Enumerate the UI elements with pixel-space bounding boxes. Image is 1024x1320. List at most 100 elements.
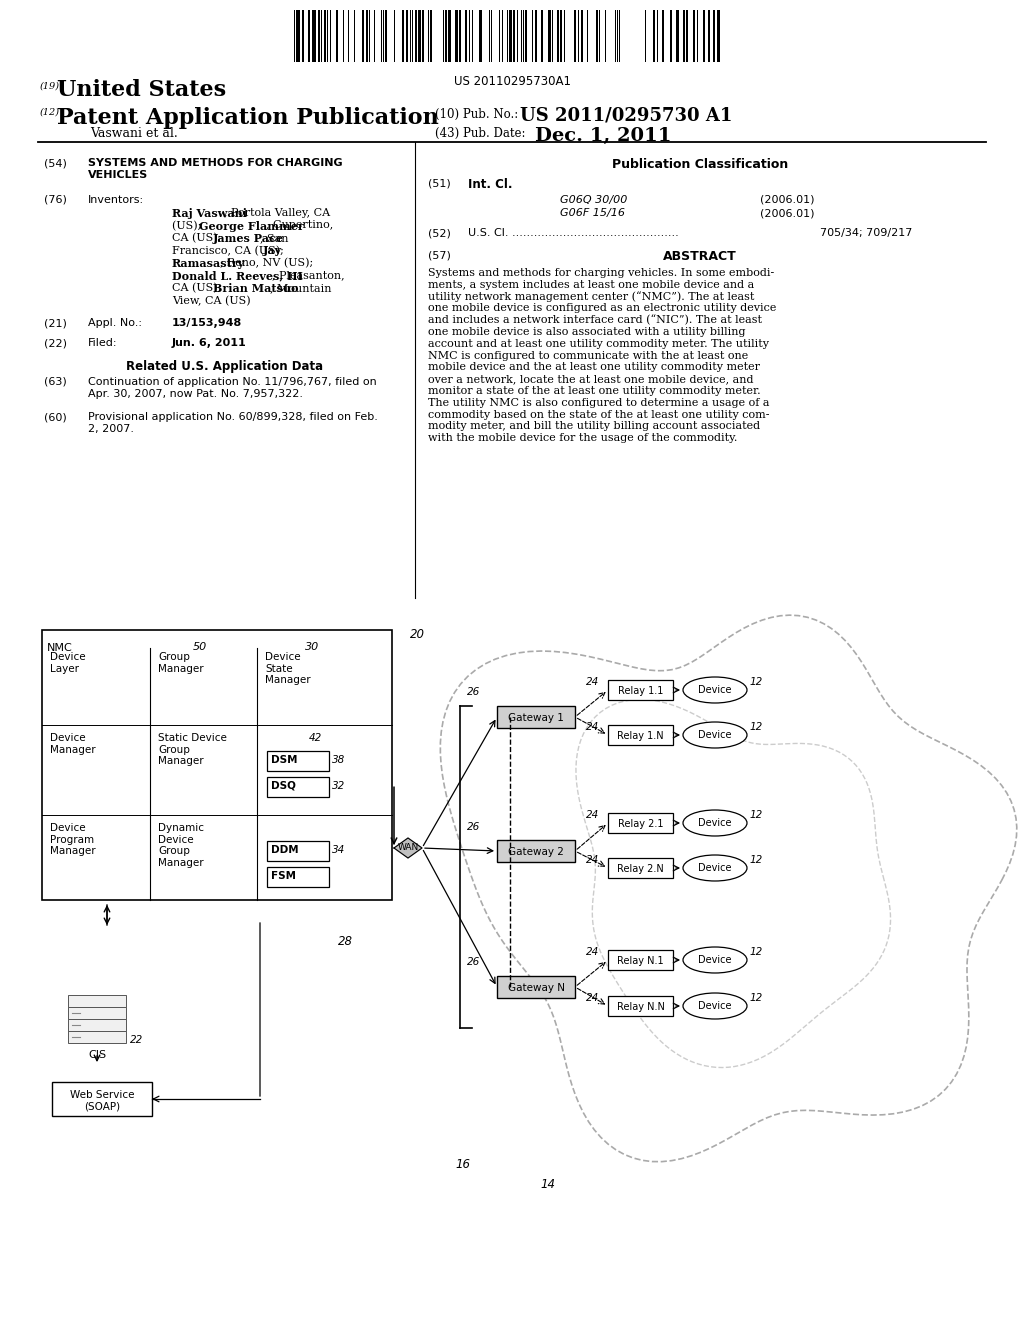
Text: 30: 30 bbox=[305, 642, 319, 652]
Ellipse shape bbox=[683, 677, 746, 704]
Text: CA (US);: CA (US); bbox=[172, 282, 225, 293]
Text: 42: 42 bbox=[309, 733, 323, 743]
Text: Relay 2.1: Relay 2.1 bbox=[617, 818, 664, 829]
Bar bbox=[402, 11, 404, 62]
Bar bbox=[608, 858, 673, 878]
Text: Brian Matsuo: Brian Matsuo bbox=[213, 282, 298, 294]
Text: DSQ: DSQ bbox=[271, 781, 296, 791]
Text: FSM: FSM bbox=[271, 871, 296, 880]
Bar bbox=[418, 11, 421, 62]
Bar bbox=[596, 11, 598, 62]
Ellipse shape bbox=[683, 993, 746, 1019]
Text: Device
State
Manager: Device State Manager bbox=[265, 652, 310, 685]
Bar bbox=[42, 630, 392, 900]
Text: Dec. 1, 2011: Dec. 1, 2011 bbox=[535, 127, 672, 145]
Text: Inventors:: Inventors: bbox=[88, 195, 144, 205]
Text: Gateway N: Gateway N bbox=[508, 983, 564, 993]
Text: The utility NMC is also configured to determine a usage of a: The utility NMC is also configured to de… bbox=[428, 397, 769, 408]
Text: Relay 1.N: Relay 1.N bbox=[617, 731, 664, 741]
Text: Raj Vaswani: Raj Vaswani bbox=[172, 209, 247, 219]
Text: (22): (22) bbox=[44, 338, 67, 348]
Text: Gateway 2: Gateway 2 bbox=[508, 847, 564, 857]
Bar bbox=[608, 997, 673, 1016]
Text: 26: 26 bbox=[467, 822, 480, 832]
Ellipse shape bbox=[683, 722, 746, 748]
Bar bbox=[693, 11, 695, 62]
Text: 24: 24 bbox=[586, 946, 599, 957]
Text: 16: 16 bbox=[455, 1158, 470, 1171]
Bar bbox=[296, 11, 300, 62]
Text: ments, a system includes at least one mobile device and a: ments, a system includes at least one mo… bbox=[428, 280, 755, 290]
Bar bbox=[703, 11, 705, 62]
Text: 705/34; 709/217: 705/34; 709/217 bbox=[820, 228, 912, 238]
Bar bbox=[713, 11, 715, 62]
Bar bbox=[525, 11, 527, 62]
Text: over a network, locate the at least one mobile device, and: over a network, locate the at least one … bbox=[428, 374, 754, 384]
Circle shape bbox=[116, 1011, 120, 1015]
Text: 24: 24 bbox=[586, 677, 599, 686]
Text: NMC: NMC bbox=[47, 643, 73, 653]
Text: (US);: (US); bbox=[172, 220, 205, 231]
Text: Vaswani et al.: Vaswani et al. bbox=[90, 127, 178, 140]
Text: modity meter, and bill the utility billing account associated: modity meter, and bill the utility billi… bbox=[428, 421, 760, 432]
Bar bbox=[312, 11, 316, 62]
Text: 12: 12 bbox=[750, 722, 763, 733]
Bar bbox=[608, 950, 673, 970]
Bar bbox=[717, 11, 720, 62]
Bar bbox=[541, 11, 543, 62]
Text: 24: 24 bbox=[586, 722, 599, 733]
Text: (57): (57) bbox=[428, 249, 451, 260]
Text: one mobile device is configured as an electronic utility device: one mobile device is configured as an el… bbox=[428, 304, 776, 313]
Bar bbox=[385, 11, 387, 62]
Text: Donald L. Reeves, III: Donald L. Reeves, III bbox=[172, 271, 303, 281]
Text: 12: 12 bbox=[750, 946, 763, 957]
Text: , Portola Valley, CA: , Portola Valley, CA bbox=[224, 209, 331, 218]
Bar bbox=[445, 11, 447, 62]
Ellipse shape bbox=[683, 855, 746, 880]
Bar bbox=[608, 680, 673, 700]
Text: 2, 2007.: 2, 2007. bbox=[88, 424, 134, 434]
Bar bbox=[683, 11, 685, 62]
Text: Relay 2.N: Relay 2.N bbox=[617, 865, 664, 874]
Bar bbox=[535, 11, 537, 62]
Text: Ramasastry: Ramasastry bbox=[172, 257, 245, 269]
Text: (21): (21) bbox=[44, 318, 67, 327]
Text: Device: Device bbox=[698, 818, 732, 828]
Text: 12: 12 bbox=[750, 993, 763, 1003]
Bar bbox=[415, 11, 417, 62]
Text: 32: 32 bbox=[332, 781, 345, 791]
Text: (54): (54) bbox=[44, 158, 67, 168]
Bar bbox=[366, 11, 368, 62]
Text: United States: United States bbox=[57, 79, 226, 102]
Text: , Mountain: , Mountain bbox=[270, 282, 332, 293]
Text: , San: , San bbox=[260, 234, 289, 243]
Bar bbox=[513, 11, 515, 62]
Text: 24: 24 bbox=[586, 993, 599, 1003]
Text: 12: 12 bbox=[750, 855, 763, 865]
Bar bbox=[676, 11, 679, 62]
Bar bbox=[509, 11, 512, 62]
Text: (60): (60) bbox=[44, 412, 67, 422]
Ellipse shape bbox=[683, 946, 746, 973]
Text: CA (US);: CA (US); bbox=[172, 234, 225, 243]
Text: Static Device
Group
Manager: Static Device Group Manager bbox=[158, 733, 227, 766]
Text: Device
Layer: Device Layer bbox=[50, 652, 86, 673]
Text: Provisional application No. 60/899,328, filed on Feb.: Provisional application No. 60/899,328, … bbox=[88, 412, 378, 422]
Text: 26: 26 bbox=[467, 957, 480, 968]
Text: ABSTRACT: ABSTRACT bbox=[664, 249, 737, 263]
Text: 28: 28 bbox=[338, 935, 353, 948]
Bar bbox=[548, 11, 551, 62]
Text: G06Q 30/00: G06Q 30/00 bbox=[560, 195, 628, 205]
Text: Device
Program
Manager: Device Program Manager bbox=[50, 822, 95, 857]
Bar bbox=[362, 11, 364, 62]
Text: Device: Device bbox=[698, 1001, 732, 1011]
Text: (52): (52) bbox=[428, 228, 451, 238]
Text: monitor a state of the at least one utility commodity meter.: monitor a state of the at least one util… bbox=[428, 385, 761, 396]
Bar bbox=[465, 11, 467, 62]
Text: Relay 1.1: Relay 1.1 bbox=[617, 686, 664, 696]
Text: George Flammer: George Flammer bbox=[200, 220, 304, 231]
Text: Filed:: Filed: bbox=[88, 338, 118, 348]
Text: NMC is configured to communicate with the at least one: NMC is configured to communicate with th… bbox=[428, 351, 749, 360]
Text: 14: 14 bbox=[540, 1177, 555, 1191]
Text: Relay N.1: Relay N.1 bbox=[617, 956, 664, 966]
